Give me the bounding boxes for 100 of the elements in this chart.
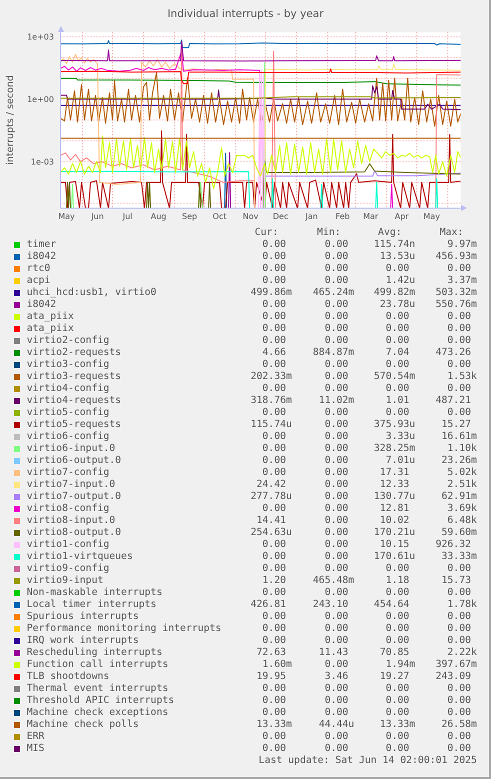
text: 499.82m: [374, 287, 416, 299]
text: 170.61u: [374, 551, 416, 563]
text: 115.74u: [250, 419, 292, 431]
text: 0.00: [386, 311, 410, 323]
legend-label: virtio6-output.0: [26, 455, 122, 467]
text: 0.00: [262, 275, 286, 287]
text: 1.10k: [447, 443, 477, 455]
text: 3.46: [324, 671, 348, 683]
x-tick-label: May: [423, 212, 440, 221]
legend-label: virtio1-config: [26, 539, 110, 551]
text: 0.00: [324, 323, 348, 335]
text: 0.00: [262, 707, 286, 719]
text: 0.00: [447, 587, 471, 599]
text: 375.93u: [374, 419, 416, 431]
legend-label: Threshold APIC interrupts: [26, 695, 174, 707]
text: 0.00: [262, 383, 286, 395]
text: 0.00: [324, 551, 348, 563]
x-tick-label: Jul: [122, 212, 132, 221]
text: 0.00: [386, 587, 410, 599]
text: 277.78u: [250, 491, 292, 503]
text: 0.00: [324, 455, 348, 467]
text: 0.00: [386, 407, 410, 419]
text: 12.33: [380, 479, 410, 491]
text: 15.27: [442, 419, 471, 431]
legend-label: virtio1-virtqueues: [26, 551, 133, 563]
legend-label: virtio8-config: [26, 503, 110, 515]
legend-label: virtio5-config: [26, 407, 110, 419]
text: 0.00: [386, 731, 410, 743]
text: 0.00: [447, 311, 471, 323]
text: 0.00: [262, 731, 286, 743]
text: 0.00: [447, 407, 471, 419]
legend-label: virtio9-config: [26, 563, 110, 575]
text: 0.00: [324, 539, 348, 551]
line-series: [60, 40, 461, 48]
legend-label: timer: [26, 239, 56, 251]
text: 3.37m: [447, 275, 477, 287]
text: 9.97m: [447, 239, 477, 251]
text: 0.00: [324, 527, 348, 539]
text: 0.00: [447, 323, 471, 335]
text: 0.00: [324, 683, 348, 695]
text: 0.00: [447, 611, 471, 623]
text: 570.54m: [374, 371, 416, 383]
text: 0.00: [386, 263, 410, 275]
legend-label: Local timer interrupts: [26, 599, 156, 611]
text: 254.63u: [250, 527, 292, 539]
legend-label: Rescheduling interrupts: [26, 647, 162, 659]
text: 13.33m: [380, 719, 416, 731]
text: 0.00: [386, 359, 410, 371]
text: 0.00: [324, 311, 348, 323]
text: 0.00: [262, 635, 286, 647]
x-tick-label: Apr: [394, 212, 410, 221]
text: 0.00: [262, 311, 286, 323]
legend-label: virtio4-requests: [26, 395, 122, 407]
text: 7.04: [386, 347, 410, 359]
text: 0.00: [447, 359, 471, 371]
text: 328.25m: [374, 443, 416, 455]
text: 0.00: [324, 563, 348, 575]
x-tick-label: Aug: [150, 212, 166, 221]
text: 115.74n: [374, 239, 416, 251]
text: 0.00: [447, 263, 471, 275]
text: 0.00: [324, 659, 348, 671]
legend-label: virtio7-output.0: [26, 491, 122, 503]
text: 0.00: [447, 743, 471, 755]
x-tick-label: Jan: [304, 212, 318, 221]
text: 465.48m: [312, 575, 354, 587]
line-series: [60, 68, 461, 84]
text: 0.00: [262, 683, 286, 695]
text: 0.00: [324, 419, 348, 431]
text: 12.81: [380, 503, 410, 515]
legend-label: MIS: [26, 743, 44, 755]
text: 0.00: [447, 635, 471, 647]
text: 0.00: [386, 635, 410, 647]
text: 0.00: [324, 251, 348, 263]
text: 884.87m: [312, 347, 354, 359]
legend-label: i8042: [26, 299, 56, 311]
x-tick-label: Jun: [90, 212, 104, 221]
text: 23.78u: [380, 299, 416, 311]
text: 0.00: [447, 695, 471, 707]
legend-label: Non-maskable interrupts: [26, 587, 162, 599]
text: 3.33u: [386, 431, 416, 443]
text: 26.58m: [442, 719, 477, 731]
legend-label: virtio8-output.0: [26, 527, 122, 539]
y-tick-label: 1e+00: [27, 94, 54, 104]
text: 0.00: [324, 335, 348, 347]
text: 19.27: [380, 671, 410, 683]
text: 0.00: [324, 611, 348, 623]
text: 0.00: [324, 299, 348, 311]
x-tick-label: May: [58, 212, 76, 221]
text: 0.00: [324, 707, 348, 719]
legend-label: rtc0: [26, 263, 50, 275]
text: 0.00: [324, 743, 348, 755]
text: 0.00: [262, 551, 286, 563]
text: 499.86m: [250, 287, 292, 299]
text: 3.69k: [447, 503, 477, 515]
text: 0.00: [262, 563, 286, 575]
text: 70.85: [380, 647, 410, 659]
text: 19.95: [256, 671, 286, 683]
text: 1.20: [262, 575, 286, 587]
text: 0.00: [262, 299, 286, 311]
text: 456.93m: [436, 251, 477, 263]
